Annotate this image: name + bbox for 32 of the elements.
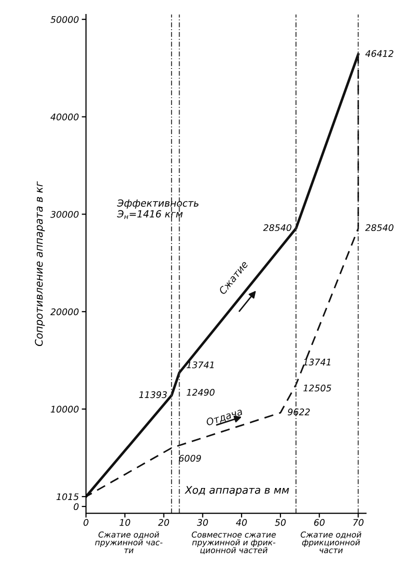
annotation: 12505	[303, 384, 332, 392]
y-tick-label: 0	[74, 503, 79, 510]
annotation: 46412	[365, 50, 394, 57]
x-tick-label: 0	[84, 519, 88, 526]
x-axis-title: Ход аппарата в мм	[184, 486, 289, 496]
text: Сжатие одной фрикционной части	[300, 531, 362, 554]
x-tick-label: 40	[236, 519, 247, 526]
annotation: 28540	[365, 224, 394, 232]
y-tick-label: 1015	[56, 493, 79, 500]
text: Сжатие одной пружинной час- ти	[95, 531, 162, 554]
x-tick-label: 20	[158, 519, 170, 526]
annotation: 9622	[288, 408, 310, 416]
text: Отдача	[206, 408, 244, 428]
annotation: 13741	[186, 361, 214, 368]
y-axis-title: Сопротивление аппарата в кг	[34, 181, 45, 346]
annotation: 11393	[139, 391, 167, 398]
y-tick-label: 10000	[50, 406, 79, 413]
annotation: 12490	[186, 388, 215, 396]
y-tick-label: 40000	[50, 114, 79, 120]
x-tick-label: 50	[274, 519, 286, 526]
x-tick-label: 70	[353, 519, 364, 526]
y-tick-label: 50000	[50, 16, 79, 23]
text: Совместное сжатие пружинной и фрик- ционной частей	[192, 532, 276, 554]
x-tick-label: 10	[120, 519, 130, 526]
annotation: 13741	[303, 358, 330, 366]
y-tick-label: 20000	[50, 308, 79, 316]
annotation: 28540	[263, 224, 292, 232]
y-tick-label: 30000	[50, 210, 79, 218]
x-tick-label: 60	[314, 519, 325, 526]
annotation: 6009	[179, 454, 201, 462]
annotation: Эффективность Э$_{н}$=1416 кгм	[117, 199, 198, 219]
x-tick-label: 30	[196, 519, 208, 526]
